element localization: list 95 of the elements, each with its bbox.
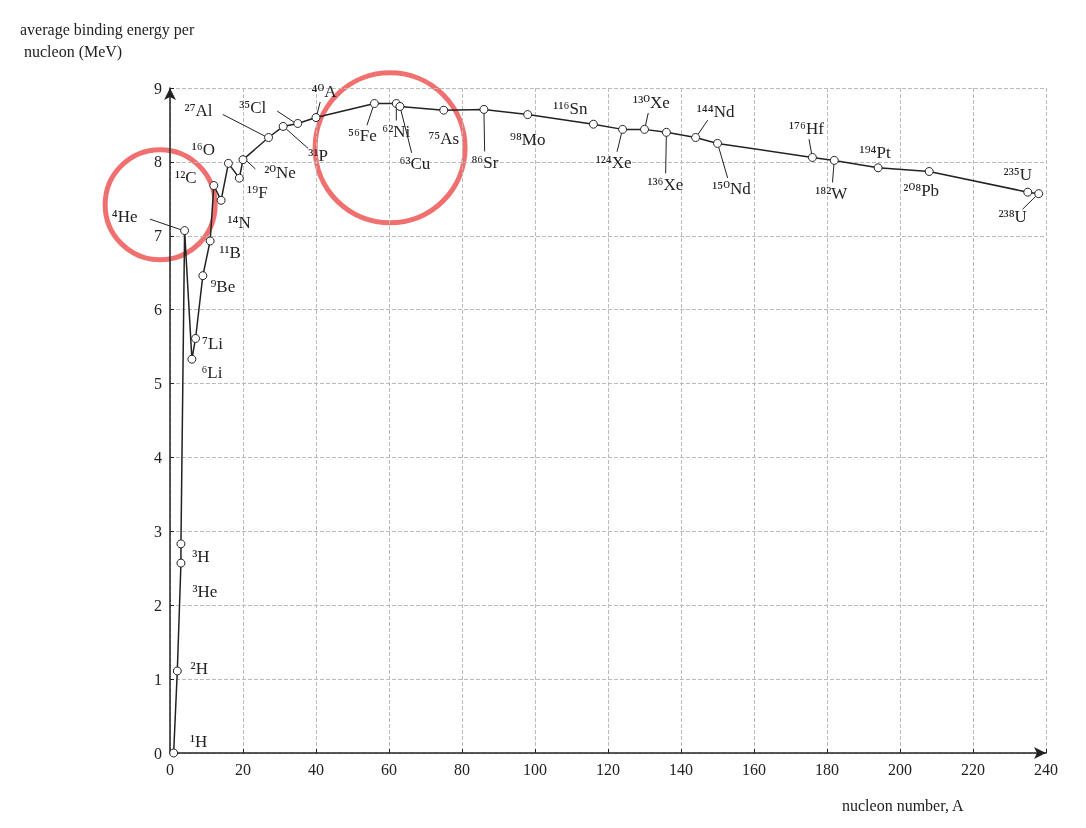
y-tick-label: 2 bbox=[154, 596, 162, 614]
point bbox=[829, 155, 839, 165]
point bbox=[223, 158, 233, 168]
x-tick-label: 140 bbox=[669, 760, 693, 778]
annotation: ¹⁷⁶Hf bbox=[788, 118, 825, 138]
annotation: ¹³⁰Xe bbox=[633, 92, 670, 112]
annotation: ¹⁹⁴Pt bbox=[859, 143, 891, 163]
y-tick-label: 3 bbox=[154, 522, 162, 540]
x-axis-title: nucleon number, A bbox=[842, 796, 964, 814]
point bbox=[588, 119, 598, 129]
y-tick-label: 0 bbox=[154, 744, 162, 762]
x-tick-label: 120 bbox=[596, 760, 620, 778]
point bbox=[264, 133, 274, 142]
point bbox=[205, 236, 215, 246]
point bbox=[1023, 187, 1033, 197]
point bbox=[924, 167, 934, 176]
x-tick-label: 40 bbox=[308, 760, 324, 778]
y-tick-label: 6 bbox=[154, 301, 162, 319]
annotation: ⁴He bbox=[111, 207, 138, 227]
x-tick-label: 160 bbox=[742, 760, 766, 778]
annotation: ¹²C bbox=[175, 168, 197, 188]
point bbox=[691, 133, 701, 142]
point bbox=[187, 354, 197, 364]
y-tick-label: 1 bbox=[154, 670, 162, 688]
x-tick-label: 80 bbox=[454, 760, 470, 778]
annotation: ⁹Be bbox=[210, 277, 236, 297]
annotation: ⁴⁰A bbox=[311, 82, 338, 102]
annotation: ²H bbox=[190, 659, 208, 679]
annotation: ¹⁸²W bbox=[815, 183, 849, 203]
point bbox=[523, 110, 533, 120]
point bbox=[176, 558, 186, 568]
annotation: ⁵⁶Fe bbox=[347, 126, 377, 146]
point bbox=[395, 101, 405, 111]
annotation: ¹⁴⁴Nd bbox=[696, 102, 735, 122]
x-tick-label: 0 bbox=[166, 760, 174, 778]
annotation: ¹¹⁶Sn bbox=[553, 98, 588, 118]
point bbox=[198, 271, 208, 281]
x-tick-label: 20 bbox=[235, 760, 251, 778]
y-axis-title: average binding energy per nucleon (MeV) bbox=[20, 20, 195, 61]
point bbox=[238, 155, 248, 165]
annotation: ¹²⁴Xe bbox=[595, 152, 632, 172]
point bbox=[873, 163, 883, 173]
y-tick-label: 5 bbox=[154, 375, 162, 393]
annotation: ³He bbox=[192, 581, 218, 601]
point bbox=[180, 226, 190, 236]
annotation: ⁹⁸Mo bbox=[509, 130, 546, 150]
annotation: ⁶²Ni bbox=[382, 122, 411, 142]
x-tick-label: 60 bbox=[381, 760, 397, 778]
point bbox=[169, 748, 179, 758]
y-tick-label: 8 bbox=[154, 153, 162, 171]
annotation: ²³⁵U bbox=[1003, 164, 1032, 184]
annotation: ⁶³Cu bbox=[399, 153, 431, 173]
x-tick-label: 180 bbox=[815, 760, 839, 778]
point bbox=[209, 181, 219, 191]
point bbox=[479, 104, 489, 114]
annotation: ¹⁵⁰Nd bbox=[712, 178, 752, 198]
point bbox=[618, 124, 628, 134]
annotation: ³⁵Cl bbox=[239, 97, 267, 117]
y-tick-label: 4 bbox=[154, 448, 162, 466]
annotation: ¹⁹F bbox=[247, 182, 268, 202]
point bbox=[1034, 189, 1044, 199]
point bbox=[311, 113, 321, 123]
annotation: ²⁷Al bbox=[184, 101, 213, 121]
point bbox=[278, 121, 288, 131]
annotation: ²³⁸U bbox=[998, 207, 1027, 227]
y-tick-label: 9 bbox=[154, 79, 162, 97]
annotation: ³H bbox=[192, 547, 210, 567]
point bbox=[176, 539, 186, 549]
annotation: ²⁰Ne bbox=[264, 163, 296, 183]
point bbox=[234, 173, 244, 183]
annotation: ⁷Li bbox=[202, 333, 224, 353]
annotation: ¹⁶O bbox=[191, 139, 216, 159]
x-tick-label: 100 bbox=[523, 760, 547, 778]
x-tick-label: 240 bbox=[1034, 760, 1058, 778]
annotation: ¹³⁶Xe bbox=[647, 174, 684, 194]
annotation: ⁷⁵As bbox=[428, 128, 460, 148]
point bbox=[661, 127, 671, 137]
point bbox=[369, 99, 379, 109]
point bbox=[191, 333, 201, 343]
annotation: ¹H bbox=[189, 731, 208, 751]
annotation: ⁸⁶Sr bbox=[471, 152, 499, 172]
point bbox=[713, 138, 722, 148]
point bbox=[293, 118, 303, 128]
annotation: ¹¹B bbox=[219, 243, 241, 263]
point bbox=[640, 124, 649, 134]
x-tick-label: 200 bbox=[888, 760, 912, 778]
point bbox=[807, 152, 817, 162]
point bbox=[216, 195, 226, 205]
x-tick-label: 220 bbox=[961, 760, 985, 778]
annotation: ⁶Li bbox=[201, 362, 223, 382]
annotation: ²⁰⁸Pb bbox=[903, 180, 940, 200]
y-tick-label: 7 bbox=[154, 227, 162, 245]
annotation: ¹⁴N bbox=[227, 212, 251, 232]
point bbox=[439, 105, 449, 115]
point bbox=[172, 666, 182, 676]
